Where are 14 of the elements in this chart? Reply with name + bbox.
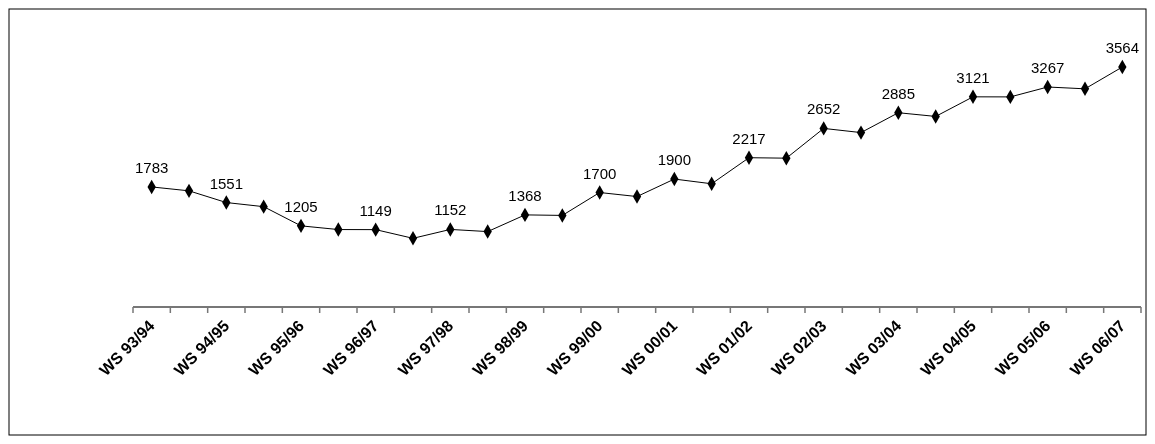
data-label: 1368 — [508, 186, 542, 204]
data-label: 2217 — [732, 129, 766, 147]
data-label: 3121 — [956, 68, 990, 86]
data-label: 2652 — [806, 100, 841, 118]
data-label: 1205 — [284, 197, 318, 215]
data-label: 2885 — [881, 84, 916, 102]
data-label: 1152 — [434, 201, 467, 219]
data-label: 1900 — [657, 151, 692, 169]
data-label: 1700 — [582, 164, 617, 182]
data-label: 1783 — [134, 158, 169, 176]
data-label: 1149 — [359, 201, 392, 219]
data-label: 3564 — [1105, 39, 1140, 56]
data-label: 1551 — [209, 174, 244, 192]
data-label: 3267 — [1030, 59, 1065, 76]
